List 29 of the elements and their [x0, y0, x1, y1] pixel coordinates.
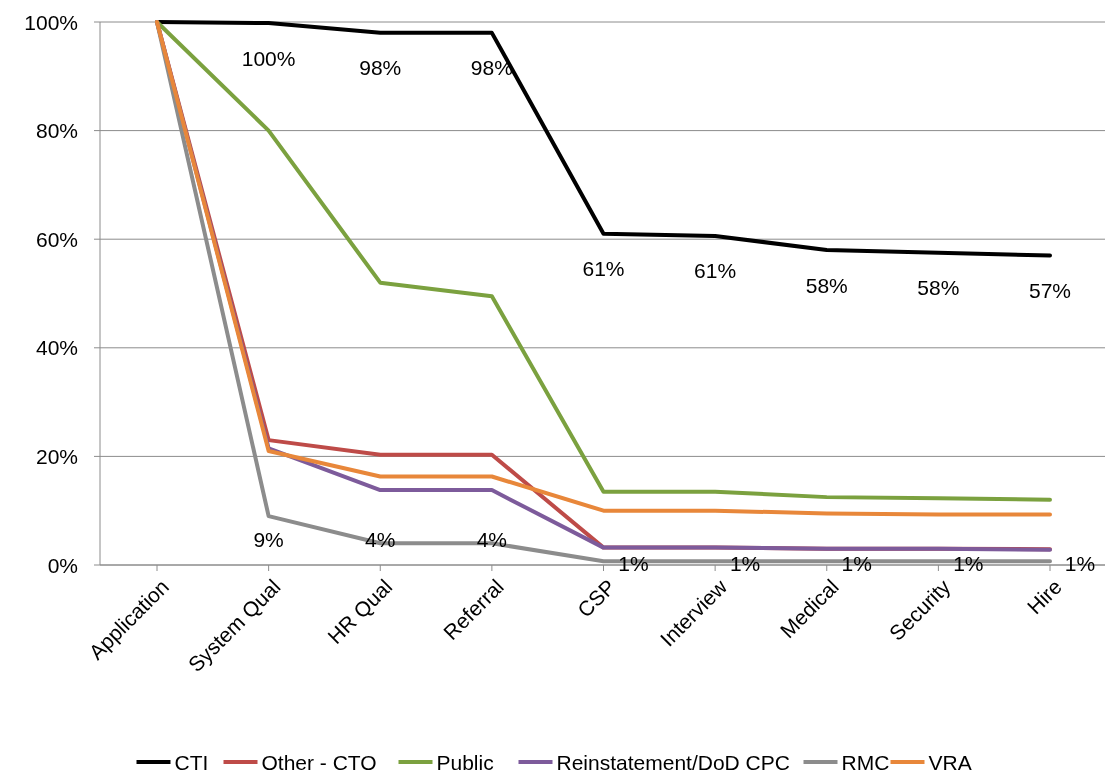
data-label: 58%	[805, 273, 848, 297]
data-label: 1%	[841, 551, 872, 575]
y-tick-label: 60%	[35, 227, 78, 251]
data-label: 1%	[729, 551, 761, 575]
data-label: 9%	[253, 527, 284, 551]
y-tick-label: 20%	[35, 444, 78, 468]
data-label: 98%	[359, 56, 402, 80]
y-tick-label: 80%	[35, 119, 78, 143]
y-tick-label: 100%	[24, 10, 78, 34]
data-label: 61%	[694, 259, 737, 283]
legend-label: RMC	[841, 750, 890, 774]
data-label: 1%	[618, 551, 649, 575]
data-label: 61%	[582, 257, 625, 281]
legend-label: CTI	[174, 750, 209, 774]
y-tick-label: 0%	[47, 553, 78, 577]
data-label: 100%	[241, 46, 296, 70]
data-label: 4%	[476, 527, 508, 551]
line-series	[155, 20, 1052, 258]
data-label: 1%	[1064, 551, 1096, 575]
x-tick-label: Hire	[1022, 574, 1067, 619]
data-label: 1%	[953, 551, 984, 575]
y-tick-label: 40%	[35, 336, 78, 360]
legend-label: Public	[436, 750, 494, 774]
data-label: 57%	[1028, 278, 1072, 302]
legend-label: Other - CTO	[261, 750, 377, 774]
legend-label: Reinstatement/DoD CPC	[556, 750, 790, 774]
data-label: 58%	[917, 276, 960, 300]
legend-label: VRA	[928, 750, 972, 774]
data-label: 4%	[365, 527, 396, 551]
